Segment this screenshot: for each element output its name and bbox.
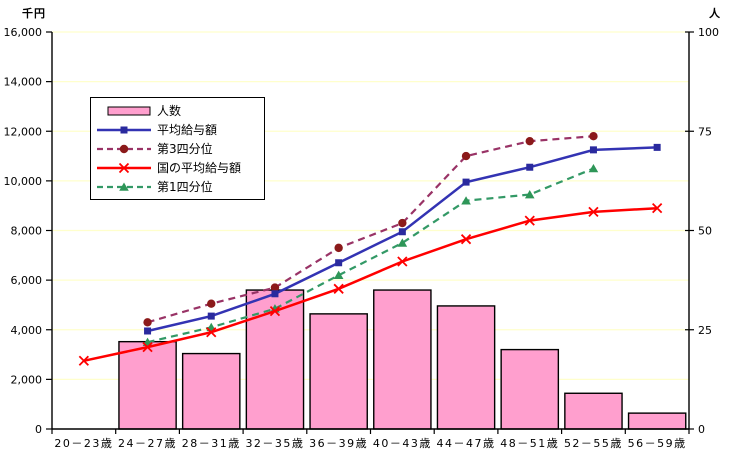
triangle-marker — [333, 270, 344, 279]
square-marker — [462, 178, 470, 186]
legend-item: 第1四分位 — [95, 177, 264, 196]
x-axis-category-label: 28－31歳 — [182, 437, 241, 450]
left-axis-tick-label: 14,000 — [4, 76, 43, 89]
x-marker — [652, 203, 663, 214]
legend-line-sample — [97, 144, 151, 153]
right-axis-tick-label: 75 — [698, 125, 712, 138]
circle-marker — [207, 299, 216, 308]
x-marker — [524, 215, 535, 226]
bar — [436, 305, 496, 430]
circle-marker — [119, 144, 129, 153]
x-axis-category-label: 52－55歳 — [564, 437, 623, 450]
square-marker — [653, 143, 661, 151]
square-marker — [271, 290, 279, 298]
x-marker — [269, 306, 281, 317]
x-axis-category-label: 56－59歳 — [628, 437, 687, 450]
right-axis-unit-label: 人 — [709, 7, 721, 20]
circle-marker — [398, 218, 407, 228]
left-axis-tick-label: 6,000 — [11, 274, 43, 287]
right-axis-tick-label: 25 — [698, 324, 712, 337]
triangle-marker — [397, 238, 408, 247]
bar — [564, 392, 623, 430]
square-marker — [120, 126, 128, 133]
right-axis-tick-label: 50 — [698, 225, 712, 238]
legend-label: 国の平均給与額 — [157, 161, 242, 175]
x-marker — [588, 206, 599, 218]
square-marker — [144, 327, 152, 335]
triangle-marker — [524, 190, 535, 199]
legend-line-sample — [97, 182, 151, 191]
right-axis-tick-label: 0 — [698, 423, 705, 436]
chart-legend: 人数平均給与額第3四分位国の平均給与額 第1四分位 — [90, 97, 265, 200]
circle-marker — [143, 318, 152, 327]
circle-marker — [270, 283, 280, 292]
x-marker — [78, 355, 89, 366]
bar — [309, 313, 368, 430]
left-axis-tick-label: 16,000 — [4, 26, 43, 39]
series-line — [147, 167, 594, 344]
bar — [627, 412, 687, 430]
x-axis-category-label: 44－47歳 — [437, 437, 496, 450]
left-axis-tick-label: 8,000 — [11, 225, 43, 238]
square-marker — [398, 228, 406, 236]
x-axis-category-label: 32－35歳 — [245, 437, 304, 450]
circle-marker — [525, 136, 534, 146]
left-axis-tick-label: 10,000 — [4, 175, 43, 188]
triangle-marker — [119, 182, 129, 191]
series-line — [83, 206, 658, 363]
x-marker — [460, 234, 472, 245]
bar — [118, 340, 177, 430]
bar — [181, 352, 241, 430]
x-marker — [333, 283, 344, 294]
x-axis-category-label: 20－23歳 — [54, 437, 113, 450]
legend-line-sample — [97, 126, 151, 133]
left-axis-tick-label: 12,000 — [4, 125, 43, 138]
left-axis-tick-label: 0 — [35, 423, 42, 436]
x-axis-category-label: 48－51歳 — [500, 437, 559, 450]
x-marker — [397, 256, 408, 267]
legend-line-sample — [97, 162, 151, 173]
legend-item: 平均給与額 — [95, 120, 264, 139]
left-axis-tick-label: 2,000 — [11, 373, 43, 386]
x-marker — [142, 341, 153, 353]
triangle-marker — [461, 196, 471, 205]
legend-label: 第1四分位 — [157, 180, 213, 194]
square-marker — [589, 146, 597, 154]
left-axis-tick-label: 4,000 — [11, 324, 43, 337]
circle-marker — [334, 243, 343, 253]
bar — [245, 289, 305, 430]
x-marker — [118, 162, 130, 173]
legend-label: 平均給与額 — [157, 123, 218, 137]
legend-label: 第3四分位 — [157, 142, 213, 156]
right-axis-tick-label: 100 — [698, 26, 719, 39]
square-marker — [207, 312, 215, 320]
bar — [373, 289, 432, 430]
x-marker — [206, 327, 217, 338]
bar-swatch — [107, 106, 151, 115]
x-axis-category-label: 24－27歳 — [118, 437, 177, 450]
square-marker — [335, 259, 343, 267]
x-axis-category-label: 40－43歳 — [373, 437, 432, 450]
legend-item: 第3四分位 — [95, 139, 264, 158]
legend-bar-swatch — [107, 106, 151, 115]
legend-item: 人数 — [95, 101, 264, 120]
square-marker — [526, 163, 534, 171]
left-axis-unit-label: 千円 — [22, 7, 46, 20]
legend-item: 国の平均給与額 — [95, 158, 264, 177]
series-line — [147, 135, 594, 324]
legend-label: 人数 — [157, 104, 182, 118]
bar — [500, 348, 560, 430]
triangle-marker — [588, 163, 599, 173]
circle-marker — [589, 132, 598, 141]
x-axis-category-label: 36－39歳 — [309, 437, 368, 450]
circle-marker — [461, 151, 471, 161]
